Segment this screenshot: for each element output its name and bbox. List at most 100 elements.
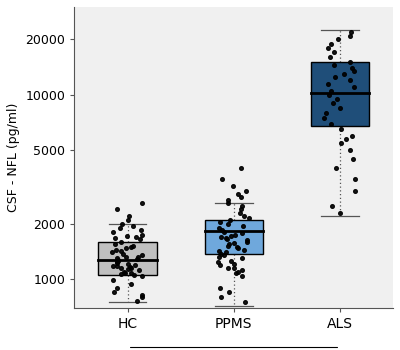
Point (118, 221, 125, 227)
Point (338, 140, 344, 146)
Point (349, 156, 356, 162)
Point (242, 300, 248, 305)
Bar (98, 242, 157, 275)
Point (130, 243, 136, 249)
Point (234, 244, 240, 250)
Point (218, 251, 224, 257)
Point (218, 176, 225, 182)
Point (137, 237, 143, 242)
Point (326, 92, 332, 98)
Point (244, 238, 250, 243)
Point (321, 115, 328, 121)
Point (110, 230, 116, 235)
Point (244, 239, 250, 245)
Point (232, 271, 239, 276)
Point (349, 133, 356, 139)
Point (128, 265, 134, 271)
Point (348, 65, 355, 71)
Point (134, 299, 140, 304)
Point (238, 194, 244, 200)
Point (231, 240, 237, 246)
Point (235, 191, 241, 197)
Point (128, 244, 134, 250)
Point (328, 121, 334, 126)
Point (124, 233, 130, 239)
Point (241, 247, 248, 252)
Bar (311, 63, 369, 126)
Point (109, 250, 116, 255)
Y-axis label: CSF - NFL (pg/ml): CSF - NFL (pg/ml) (7, 103, 20, 212)
Point (246, 215, 252, 221)
Point (331, 62, 338, 68)
Point (217, 285, 223, 291)
Point (137, 228, 144, 233)
Point (226, 241, 232, 247)
Point (231, 261, 238, 267)
Point (221, 253, 227, 258)
Point (133, 256, 140, 262)
Point (132, 262, 138, 268)
Point (234, 269, 241, 275)
Point (118, 265, 124, 270)
Point (115, 257, 122, 262)
Point (224, 200, 231, 206)
Point (139, 273, 145, 278)
Point (219, 228, 226, 233)
Point (328, 88, 334, 94)
Point (133, 234, 140, 240)
Point (239, 203, 246, 209)
Point (125, 266, 132, 272)
Point (139, 200, 146, 206)
Bar (204, 220, 263, 254)
Point (216, 248, 222, 254)
Point (139, 253, 146, 258)
Point (225, 221, 231, 227)
Point (110, 290, 117, 295)
Point (117, 225, 123, 231)
Point (227, 217, 233, 223)
Point (239, 273, 245, 278)
Point (115, 258, 121, 264)
Point (328, 41, 334, 46)
Point (125, 261, 131, 267)
Point (243, 189, 249, 194)
Point (217, 262, 223, 268)
Point (352, 189, 358, 194)
Point (237, 166, 244, 171)
Point (346, 60, 353, 65)
Point (110, 278, 116, 283)
Point (235, 245, 241, 251)
Point (348, 29, 355, 35)
Point (126, 214, 132, 219)
Point (337, 210, 343, 216)
Point (232, 232, 238, 237)
Point (127, 264, 134, 270)
Point (138, 232, 145, 237)
Point (230, 265, 237, 270)
Point (114, 260, 120, 266)
Point (122, 245, 129, 251)
Point (118, 248, 124, 254)
Point (334, 96, 340, 102)
Point (337, 127, 344, 132)
Point (123, 254, 129, 259)
Point (216, 254, 222, 260)
Point (226, 290, 232, 295)
Point (228, 258, 235, 264)
Point (346, 78, 353, 83)
Point (130, 223, 136, 229)
Point (334, 37, 341, 42)
Point (323, 110, 330, 116)
Point (332, 166, 339, 171)
Point (329, 203, 335, 209)
Point (240, 223, 246, 229)
Point (118, 271, 124, 277)
Point (114, 206, 121, 212)
Point (352, 176, 358, 182)
Point (128, 281, 134, 286)
Point (228, 233, 234, 238)
Point (240, 214, 247, 219)
Point (131, 272, 137, 278)
Point (324, 45, 331, 51)
Point (224, 237, 230, 242)
